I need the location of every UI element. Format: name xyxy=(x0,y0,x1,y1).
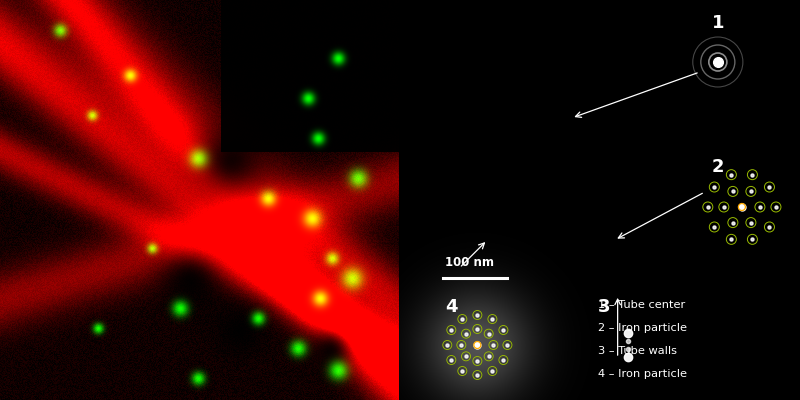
Text: 4 – Iron particle: 4 – Iron particle xyxy=(598,369,686,379)
Text: 2 – Iron particle: 2 – Iron particle xyxy=(598,323,686,333)
Text: 3 – Tube walls: 3 – Tube walls xyxy=(598,346,677,356)
Text: 1: 1 xyxy=(711,14,724,32)
Text: 2: 2 xyxy=(711,158,724,176)
Text: 1 – Tube center: 1 – Tube center xyxy=(598,300,685,310)
Text: 3: 3 xyxy=(598,298,610,316)
Text: 100 nm: 100 nm xyxy=(446,256,494,269)
Text: 4: 4 xyxy=(445,298,458,316)
